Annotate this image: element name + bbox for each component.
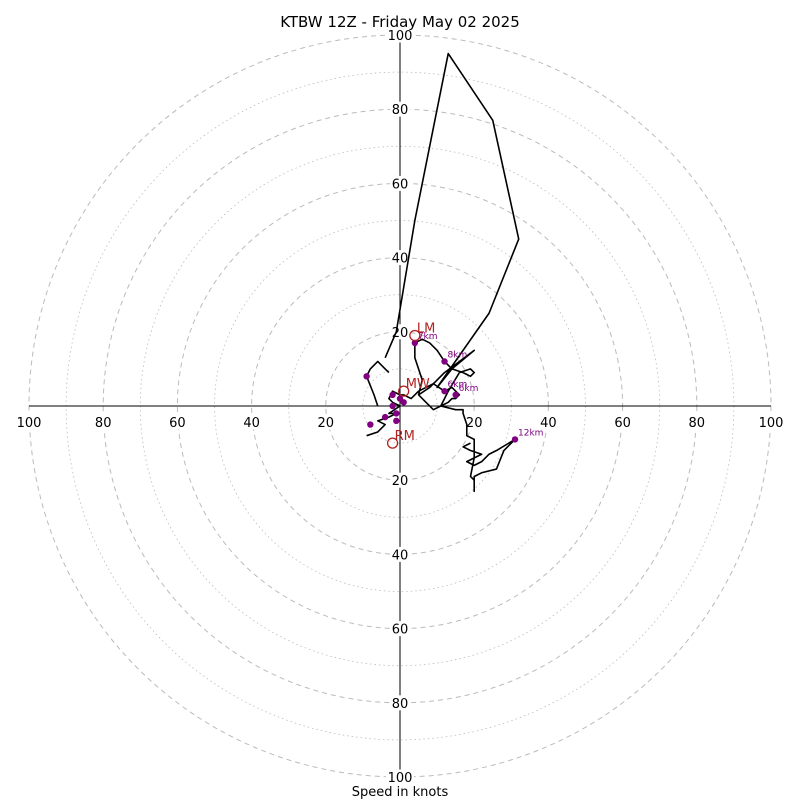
- storm-motion-markers: LM MW RM: [386, 322, 435, 449]
- tick-labels: 2020202040404040606060608080808010010010…: [15, 27, 785, 786]
- storm-motion-marker: [409, 329, 421, 342]
- tick-label-bg: [390, 621, 410, 637]
- height-label: 7km: [418, 332, 438, 342]
- storm-motion-label: LM: [417, 322, 435, 337]
- tick-label: 80: [392, 103, 409, 118]
- tick-label-bg: [167, 414, 188, 430]
- tick-label: 60: [169, 416, 186, 431]
- height-point: [389, 402, 396, 410]
- height-label: 8km: [448, 350, 468, 360]
- tick-label: 20: [318, 416, 335, 431]
- height-point: [381, 413, 389, 421]
- tick-label: 100: [17, 416, 42, 431]
- height-point: [367, 421, 374, 428]
- tick-label: 80: [689, 416, 706, 431]
- tick-label-bg: [390, 250, 410, 266]
- chart-title: KTBW 12Z - Friday May 02 2025: [280, 13, 520, 31]
- tick-label-bg: [315, 414, 336, 430]
- storm-motion-marker: [386, 437, 399, 449]
- tick-label: 80: [392, 697, 409, 712]
- tick-label: 40: [392, 252, 409, 267]
- height-label: 12km: [518, 428, 543, 438]
- tick-label-bg: [241, 414, 262, 430]
- tick-label-bg: [386, 27, 414, 43]
- tick-label: 80: [95, 416, 112, 431]
- storm-motion-label: MW: [406, 377, 430, 392]
- tick-label: 20: [392, 474, 409, 489]
- tick-label-bg: [538, 414, 559, 430]
- height-point: [411, 339, 419, 347]
- height-point: [393, 417, 400, 425]
- tick-label-bg: [464, 414, 485, 430]
- height-label: 6km: [448, 380, 468, 390]
- tick-label: 60: [614, 416, 631, 431]
- height-point: [400, 399, 407, 406]
- tick-label-bg: [390, 175, 410, 191]
- tick-label: 20: [466, 416, 483, 431]
- tick-label: 60: [392, 177, 409, 192]
- tick-label-bg: [386, 769, 414, 785]
- tick-label: 40: [392, 548, 409, 563]
- tick-label-bg: [15, 414, 43, 430]
- tick-label-bg: [686, 414, 707, 430]
- tick-label: 100: [388, 771, 413, 786]
- tick-label-bg: [757, 414, 785, 430]
- tick-label-bg: [390, 472, 410, 488]
- hodograph-traces: [365, 52, 520, 493]
- height-point: [441, 387, 448, 395]
- hodograph-upper-trace: [384, 52, 520, 396]
- height-point: [393, 410, 400, 417]
- height-point: [511, 436, 519, 443]
- tick-label-bg: [93, 414, 114, 430]
- tick-label-bg: [390, 695, 410, 711]
- height-point: [441, 358, 448, 365]
- tick-label-bg: [390, 546, 410, 562]
- tick-label: 100: [388, 29, 413, 44]
- height-point: [363, 373, 370, 380]
- tick-label: 100: [759, 416, 784, 431]
- height-label: 6km: [459, 384, 479, 394]
- height-point: [389, 391, 396, 399]
- storm-motion-label: RM: [395, 429, 415, 444]
- x-axis-label: Speed in knots: [352, 785, 449, 800]
- tick-label: 40: [540, 416, 557, 431]
- tick-label: 40: [243, 416, 260, 431]
- height-point: [452, 391, 459, 399]
- storm-motion-marker: [398, 385, 410, 397]
- tick-label: 60: [392, 623, 409, 638]
- tick-label-bg: [612, 414, 633, 430]
- hodograph-trace-branch: [365, 360, 390, 407]
- tick-label-bg: [390, 101, 410, 117]
